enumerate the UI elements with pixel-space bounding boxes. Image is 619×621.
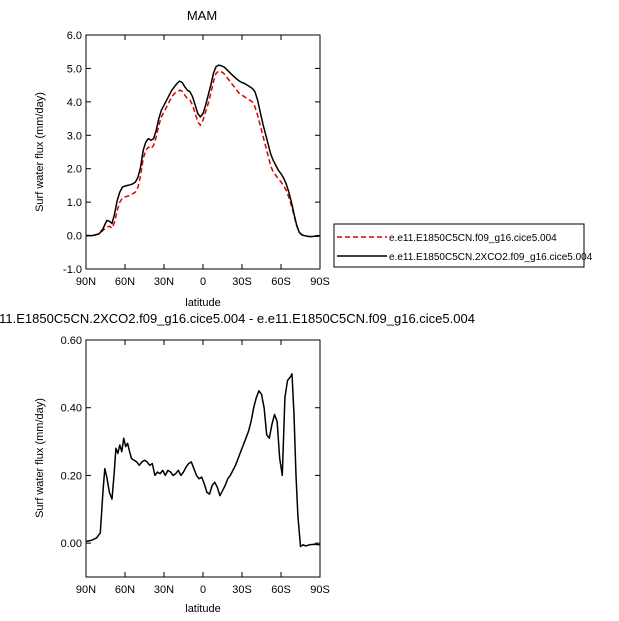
series-line-bottom-0	[85, 373, 321, 548]
x-tick-label-top-0: 90N	[76, 276, 96, 288]
x-tick-label-top-6: 90S	[310, 276, 330, 288]
x-axis-label-bottom: latitude	[185, 603, 220, 615]
x-tick-label-bottom-2: 30N	[154, 584, 174, 596]
y-axis-top: -1.0 0.0 1.0 2.0 3.0 4.0 5.0 6.0	[63, 30, 320, 276]
x-tick-label-bottom-4: 30S	[232, 584, 252, 596]
top-panel: MAM -1.0 0.0 1.0 2.0 3.0 4.0 5.0 6.0 90N 60N 30N 0…	[34, 8, 330, 309]
chart-title-top: MAM	[187, 8, 217, 23]
series-group-bottom	[85, 373, 321, 548]
x-axis-bottom: 90N 60N 30N 0 30S 60S 90S	[76, 340, 330, 596]
series-line-top-1	[86, 64, 321, 238]
x-axis-label-top: latitude	[185, 297, 220, 309]
y-tick-label-top-1: 0.0	[67, 231, 82, 243]
x-tick-label-bottom-6: 90S	[310, 584, 330, 596]
bottom-panel: e.e11.E1850C5CN.2XCO2.f09_g16.cice5.004 …	[0, 311, 475, 615]
y-tick-label-bottom-1: 0.20	[61, 470, 82, 482]
x-tick-label-top-1: 60N	[115, 276, 135, 288]
legend-entry-2xco2: e.e11.E1850C5CN.2XCO2.f09_g16.cice5.004	[389, 252, 593, 263]
x-tick-label-bottom-3: 0	[200, 584, 206, 596]
y-tick-label-top-4: 3.0	[67, 130, 82, 142]
y-tick-label-bottom-3: 0.60	[61, 335, 82, 347]
x-tick-label-top-2: 30N	[154, 276, 174, 288]
y-tick-label-top-5: 4.0	[67, 97, 82, 109]
y-axis-label-top: Surf water flux (mm/day)	[34, 92, 46, 212]
x-tick-label-top-4: 30S	[232, 276, 252, 288]
plot-frame-top	[85, 34, 321, 270]
x-tick-label-top-3: 0	[200, 276, 206, 288]
x-tick-label-bottom-1: 60N	[115, 584, 135, 596]
y-axis-label-bottom: Surf water flux (mm/day)	[34, 398, 46, 518]
legend-box	[333, 223, 585, 268]
y-tick-label-bottom-0: 0.00	[61, 538, 82, 550]
chart-title-bottom: e.e11.E1850C5CN.2XCO2.f09_g16.cice5.004 …	[0, 311, 475, 326]
y-tick-label-top-0: -1.0	[63, 264, 82, 276]
series-group-top	[86, 64, 321, 238]
y-tick-label-top-2: 1.0	[67, 197, 82, 209]
y-axis-bottom: 0.00 0.20 0.40 0.60	[61, 335, 320, 550]
y-tick-label-top-3: 2.0	[67, 164, 82, 176]
x-tick-label-bottom-5: 60S	[271, 584, 291, 596]
legend: e.e11.E1850C5CN.f09_g16.cice5.004 e.e11.…	[333, 223, 593, 268]
x-axis-top: 90N 60N 30N 0 30S 60S 90S	[76, 35, 330, 288]
y-tick-label-bottom-2: 0.40	[61, 403, 82, 415]
x-tick-label-top-5: 60S	[271, 276, 291, 288]
y-tick-label-top-6: 5.0	[67, 63, 82, 75]
x-tick-label-bottom-0: 90N	[76, 584, 96, 596]
y-tick-label-top-7: 6.0	[67, 30, 82, 42]
legend-entry-control: e.e11.E1850C5CN.f09_g16.cice5.004	[389, 233, 557, 244]
series-line-top-0	[86, 70, 321, 238]
plot-frame-bottom	[85, 339, 321, 578]
